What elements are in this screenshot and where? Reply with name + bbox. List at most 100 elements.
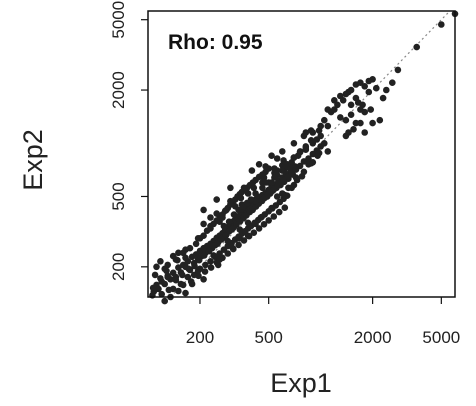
data-point <box>262 163 269 170</box>
data-point <box>292 174 300 181</box>
data-point <box>275 208 283 216</box>
y-tick-label: 2000 <box>109 71 128 109</box>
data-point <box>216 256 223 263</box>
data-point <box>161 265 168 273</box>
data-point <box>182 254 189 262</box>
data-point <box>179 271 186 279</box>
data-point <box>331 106 338 113</box>
data-point <box>200 206 207 214</box>
plot-frame <box>147 10 456 298</box>
data-point <box>288 184 296 192</box>
data-point <box>216 218 223 225</box>
data-point <box>394 66 402 74</box>
data-point <box>236 235 244 242</box>
data-point <box>179 281 187 289</box>
data-point <box>185 265 192 273</box>
data-point <box>331 97 338 104</box>
data-point <box>184 273 192 281</box>
data-point <box>324 106 332 113</box>
data-point <box>270 213 278 220</box>
data-point <box>259 184 266 192</box>
data-point <box>223 206 230 214</box>
data-point <box>298 173 306 180</box>
data-point <box>265 217 273 224</box>
data-point <box>337 114 344 121</box>
data-point <box>236 226 244 233</box>
data-point <box>225 218 233 225</box>
data-point <box>235 206 242 214</box>
data-point <box>438 21 445 28</box>
data-point <box>214 261 222 269</box>
data-point <box>361 108 369 116</box>
data-point <box>210 252 217 259</box>
data-point <box>227 197 234 205</box>
data-point <box>290 140 298 147</box>
data-point <box>321 140 328 147</box>
data-point <box>302 144 310 152</box>
y-axis-title: Exp2 <box>18 129 48 191</box>
data-point <box>283 161 291 168</box>
data-point <box>345 129 352 136</box>
data-points <box>149 10 459 305</box>
data-point <box>373 84 380 92</box>
data-point <box>255 161 263 168</box>
data-point <box>260 221 268 228</box>
data-point <box>296 162 304 170</box>
data-point <box>268 179 275 186</box>
data-point <box>268 204 275 212</box>
data-point <box>172 256 180 263</box>
data-point <box>201 268 209 275</box>
data-point <box>191 262 198 270</box>
data-point <box>201 252 208 259</box>
data-point <box>200 276 207 283</box>
y-axis: 200 500 2000 5000 <box>109 1 148 281</box>
data-point <box>200 232 207 239</box>
data-point <box>161 297 168 305</box>
data-point <box>271 174 278 181</box>
data-point <box>250 229 258 236</box>
rho-annotation: Rho: 0.95 <box>168 31 263 54</box>
data-point <box>235 241 242 249</box>
data-point <box>252 190 259 197</box>
x-tick-label: 5000 <box>422 328 460 347</box>
data-point <box>279 167 286 174</box>
data-point <box>296 148 304 156</box>
y-tick-label: 500 <box>109 182 128 210</box>
data-point <box>279 148 286 155</box>
data-point <box>309 140 317 147</box>
data-point <box>315 149 323 157</box>
data-point <box>195 272 202 280</box>
data-point <box>164 273 171 281</box>
x-tick-label: 500 <box>254 328 282 347</box>
data-point <box>365 77 373 85</box>
data-point <box>222 232 229 239</box>
data-point <box>352 119 360 127</box>
data-point <box>157 258 164 265</box>
data-point <box>195 256 203 264</box>
identity-reference-line <box>170 10 451 298</box>
data-point <box>389 79 396 86</box>
data-point <box>250 184 258 192</box>
x-axis: 200 500 2000 5000 <box>186 297 460 347</box>
data-point <box>413 43 421 51</box>
data-point <box>214 240 221 248</box>
data-point <box>376 116 384 124</box>
data-point <box>359 101 366 109</box>
data-point <box>273 193 281 200</box>
data-point <box>207 264 215 271</box>
data-point <box>151 271 159 279</box>
data-point <box>260 174 268 181</box>
data-point <box>307 127 315 134</box>
data-point <box>175 249 182 257</box>
data-point <box>342 90 350 98</box>
data-point <box>290 154 298 161</box>
data-point <box>213 210 220 217</box>
data-point <box>337 92 344 100</box>
data-point <box>347 86 355 94</box>
data-point <box>194 267 202 275</box>
data-point <box>230 211 238 218</box>
data-point <box>252 220 259 228</box>
data-point <box>229 244 237 252</box>
data-point <box>383 86 390 94</box>
data-point <box>237 194 245 202</box>
